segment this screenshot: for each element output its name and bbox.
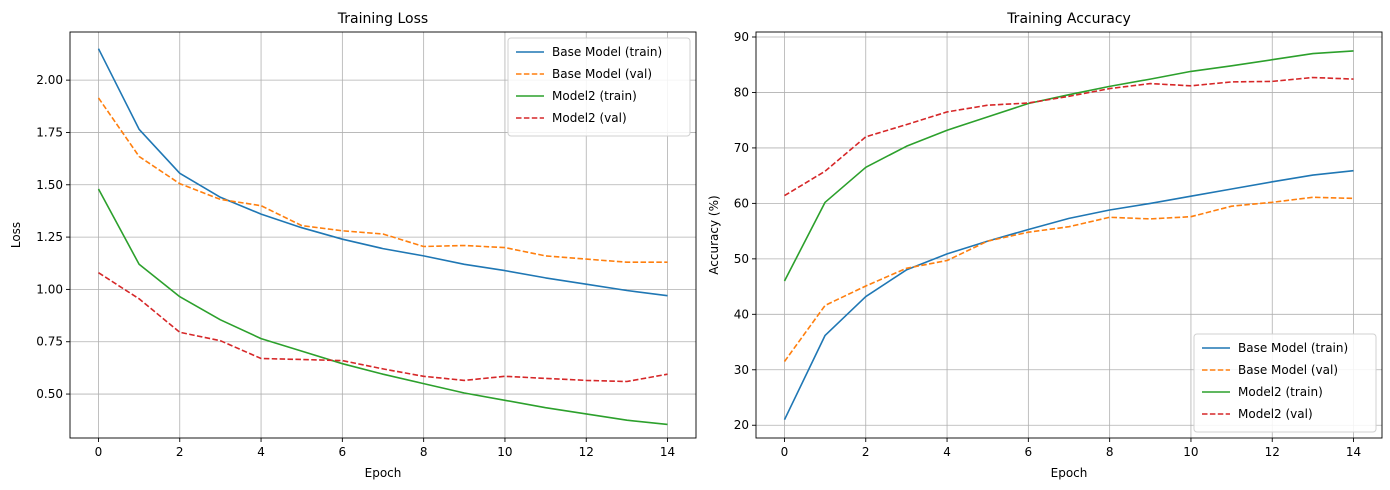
chart-1: 0 2 4 6 8 10 12 14 0.50 0.75 1.00 1.25 1.50 1.75 2.00 T… bbox=[9, 11, 697, 480]
x-tick-label: 12 bbox=[1265, 445, 1280, 459]
series-line-3 bbox=[783, 50, 1354, 282]
legend-label-4: Model2 (val) bbox=[552, 111, 627, 125]
y-tick-label: 90 bbox=[734, 30, 749, 44]
x-tick-label: 0 bbox=[781, 445, 789, 459]
legend-label-1: Base Model (train) bbox=[1238, 341, 1348, 355]
axes-frame bbox=[69, 31, 697, 439]
chart-2: 0 2 4 6 8 10 12 14 20 30 40 50 60 70 80 90 Training Accu… bbox=[707, 11, 1383, 480]
series-line-2 bbox=[97, 97, 668, 264]
y-tick-label: 70 bbox=[734, 141, 749, 155]
y-tick-label: 20 bbox=[734, 418, 749, 432]
y-tick-label: 1.75 bbox=[36, 125, 63, 139]
legend-label-2: Base Model (val) bbox=[1238, 363, 1338, 377]
legend-box bbox=[507, 37, 691, 137]
x-tick-label: 0 bbox=[95, 445, 103, 459]
axes-frame bbox=[755, 31, 1383, 439]
x-tick-label: 10 bbox=[1183, 445, 1198, 459]
chart-title: Training Loss bbox=[337, 11, 428, 27]
x-tick-label: 6 bbox=[1025, 445, 1033, 459]
series-line-3 bbox=[97, 188, 668, 426]
y-tick-label: 1.25 bbox=[36, 230, 63, 244]
legend-label-4: Model2 (val) bbox=[1238, 407, 1313, 421]
x-axis-label: Epoch bbox=[1051, 466, 1088, 480]
series-line-1 bbox=[783, 169, 1354, 421]
x-tick-label: 4 bbox=[943, 445, 951, 459]
y-tick-label: 30 bbox=[734, 363, 749, 377]
y-tick-label: 2.00 bbox=[36, 73, 63, 87]
grid-lines bbox=[756, 32, 1382, 438]
x-tick-label: 4 bbox=[257, 445, 265, 459]
legend-label-1: Base Model (train) bbox=[552, 45, 662, 59]
x-tick-label: 2 bbox=[862, 445, 870, 459]
y-tick-label: 80 bbox=[734, 85, 749, 99]
x-tick-label: 2 bbox=[176, 445, 184, 459]
legend-label-3: Model2 (train) bbox=[1238, 385, 1323, 399]
y-tick-label: 50 bbox=[734, 252, 749, 266]
x-tick-label: 10 bbox=[497, 445, 512, 459]
y-tick-label: 1.00 bbox=[36, 282, 63, 296]
legend: Base Model (train) Base Model (val) Model2… bbox=[507, 37, 691, 137]
x-tick-label: 14 bbox=[660, 445, 675, 459]
legend: Base Model (train) Base Model (val) Model2… bbox=[1193, 333, 1377, 433]
series-line-4 bbox=[98, 272, 668, 383]
series-group bbox=[97, 48, 668, 426]
series-group bbox=[783, 50, 1354, 421]
y-tick-label: 0.75 bbox=[36, 335, 63, 349]
y-tick-label: 60 bbox=[734, 196, 749, 210]
x-tick-label: 6 bbox=[339, 445, 347, 459]
y-axis-label: Loss bbox=[9, 222, 23, 248]
x-tick-label: 12 bbox=[579, 445, 594, 459]
y-tick-label: 1.50 bbox=[36, 178, 63, 192]
x-tick-label: 8 bbox=[420, 445, 428, 459]
x-tick-label: 8 bbox=[1106, 445, 1114, 459]
x-tick-label: 14 bbox=[1346, 445, 1361, 459]
y-axis-label: Accuracy (%) bbox=[707, 195, 721, 274]
y-tick-label: 0.50 bbox=[36, 387, 63, 401]
x-axis-label: Epoch bbox=[365, 466, 402, 480]
y-tick-label: 40 bbox=[734, 307, 749, 321]
legend-box bbox=[1193, 333, 1377, 433]
series-line-1 bbox=[97, 48, 668, 297]
legend-label-2: Base Model (val) bbox=[552, 67, 652, 81]
series-line-2 bbox=[783, 196, 1354, 362]
series-line-4 bbox=[784, 76, 1354, 197]
legend-label-3: Model2 (train) bbox=[552, 89, 637, 103]
chart-title: Training Accuracy bbox=[1006, 11, 1131, 27]
